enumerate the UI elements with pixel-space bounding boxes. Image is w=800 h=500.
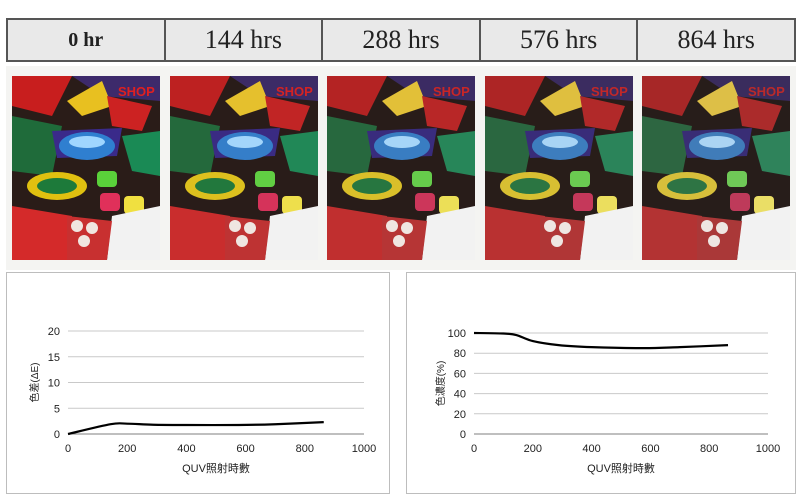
y-tick-label: 0 — [54, 429, 60, 441]
y-axis-label: 色差(ΔE) — [28, 362, 41, 402]
x-tick-label: 1000 — [756, 443, 780, 455]
series-line-0 — [473, 331, 729, 350]
y-tick-label: 10 — [48, 378, 60, 390]
sample-photo-0: SHOP — [12, 76, 160, 260]
svg-text:SHOP: SHOP — [118, 84, 155, 99]
series-line-0 — [67, 421, 324, 436]
y-tick-label: 100 — [448, 328, 466, 340]
y-tick-label: 0 — [460, 429, 466, 441]
color-difference-chart-frame: 0 5 10 15 20 0 200 400 600 800 1000 QUV照射時數 色差(ΔE) — [6, 272, 390, 494]
x-tick-label: 0 — [65, 443, 71, 455]
sample-photo-row: SHOP SHOP SHOP SHOP SHOP — [6, 66, 796, 270]
x-tick-label: 400 — [177, 443, 195, 455]
svg-text:SHOP: SHOP — [433, 84, 470, 99]
y-tick-label: 20 — [48, 326, 60, 338]
y-axis-label: 色濃度(%) — [434, 361, 447, 407]
x-tick-label: 600 — [641, 443, 659, 455]
x-tick-label: 200 — [524, 443, 542, 455]
y-tick-label: 80 — [454, 348, 466, 360]
sample-photo-4: SHOP — [642, 76, 790, 260]
color-density-chart-frame: 0 20 40 60 80 100 0 200 400 600 800 1000 QUV照射時數 色濃度(… — [406, 272, 796, 494]
y-tick-label: 20 — [454, 409, 466, 421]
x-axis-label: QUV照射時數 — [182, 461, 250, 475]
header-cell-144hrs: 144 hrs — [165, 20, 324, 60]
svg-text:SHOP: SHOP — [748, 84, 785, 99]
x-axis-label: QUV照射時數 — [587, 461, 655, 475]
svg-text:SHOP: SHOP — [591, 84, 628, 99]
header-cell-576hrs: 576 hrs — [480, 20, 639, 60]
x-tick-label: 1000 — [352, 443, 376, 455]
y-tick-label: 15 — [48, 352, 60, 364]
y-tick-label: 5 — [54, 403, 60, 415]
x-tick-label: 0 — [471, 443, 477, 455]
x-tick-label: 800 — [700, 443, 718, 455]
exposure-time-header: 0 hr 144 hrs 288 hrs 576 hrs 864 hrs — [6, 18, 796, 62]
svg-text:SHOP: SHOP — [276, 84, 313, 99]
sample-photo-2: SHOP — [327, 76, 475, 260]
x-tick-label: 200 — [118, 443, 136, 455]
x-tick-label: 400 — [582, 443, 600, 455]
y-tick-label: 40 — [454, 389, 466, 401]
x-tick-label: 800 — [296, 443, 314, 455]
sample-photo-3: SHOP — [484, 76, 633, 260]
y-tick-label: 60 — [454, 368, 466, 380]
header-cell-0hr: 0 hr — [8, 20, 166, 60]
x-tick-label: 600 — [236, 443, 254, 455]
header-cell-288hrs: 288 hrs — [323, 20, 481, 60]
sample-photo-1: SHOP — [169, 76, 318, 260]
header-cell-864hrs: 864 hrs — [638, 20, 794, 60]
